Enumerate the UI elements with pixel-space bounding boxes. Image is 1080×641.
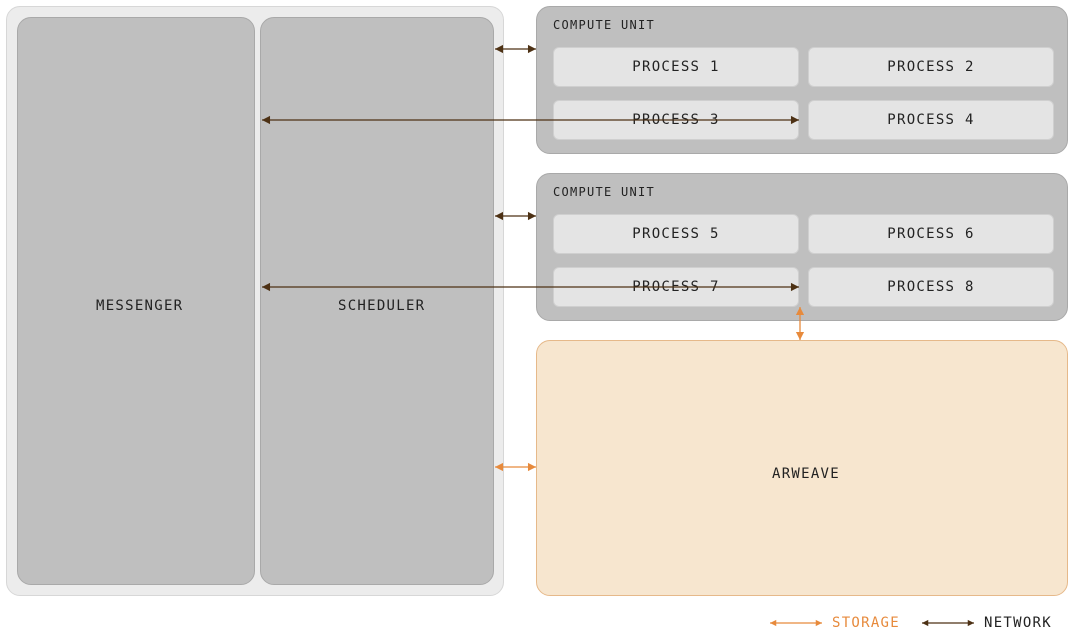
legend-network: NETWORK xyxy=(918,615,1052,631)
legend-storage: STORAGE xyxy=(766,615,900,631)
legend-storage-text: STORAGE xyxy=(832,615,900,631)
compute-unit-header-1: COMPUTE UNIT xyxy=(553,18,655,32)
legend-network-arrow-icon xyxy=(918,616,978,630)
scheduler-label: SCHEDULER xyxy=(338,298,425,314)
process-5: PROCESS 5 xyxy=(553,214,799,254)
legend-network-text: NETWORK xyxy=(984,615,1052,631)
process-1: PROCESS 1 xyxy=(553,47,799,87)
messenger-label: MESSENGER xyxy=(96,298,183,314)
arweave-label: ARWEAVE xyxy=(772,466,840,482)
process-7: PROCESS 7 xyxy=(553,267,799,307)
process-4: PROCESS 4 xyxy=(808,100,1054,140)
legend-storage-arrow-icon xyxy=(766,616,826,630)
process-2: PROCESS 2 xyxy=(808,47,1054,87)
process-3: PROCESS 3 xyxy=(553,100,799,140)
process-8: PROCESS 8 xyxy=(808,267,1054,307)
compute-unit-header-2: COMPUTE UNIT xyxy=(553,185,655,199)
process-6: PROCESS 6 xyxy=(808,214,1054,254)
